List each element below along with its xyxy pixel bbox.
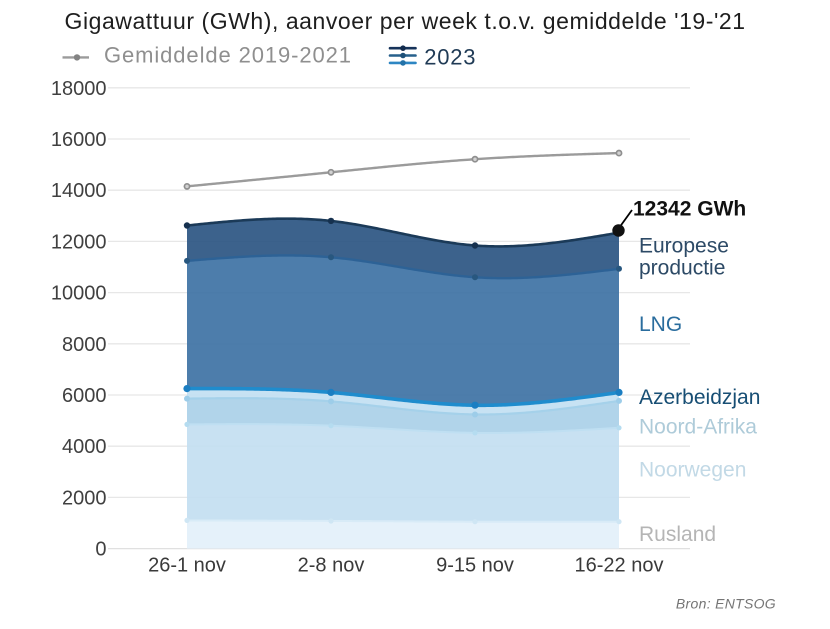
svg-text:Noorwegen: Noorwegen	[639, 459, 746, 482]
svg-text:2-8 nov: 2-8 nov	[298, 555, 365, 577]
svg-text:productie: productie	[639, 257, 725, 280]
svg-text:Gemiddelde 2019-2021: Gemiddelde 2019-2021	[104, 43, 352, 68]
svg-text:10000: 10000	[51, 283, 107, 305]
svg-text:8000: 8000	[62, 334, 107, 356]
svg-text:12342 GWh: 12342 GWh	[633, 198, 746, 221]
svg-text:Gigawattuur (GWh), aanvoer per: Gigawattuur (GWh), aanvoer per week t.o.…	[65, 8, 746, 34]
svg-text:12000: 12000	[51, 231, 107, 253]
svg-text:Europese: Europese	[639, 235, 729, 258]
svg-text:Rusland: Rusland	[639, 523, 716, 546]
svg-text:9-15 nov: 9-15 nov	[436, 555, 514, 577]
svg-text:0: 0	[95, 539, 106, 561]
svg-text:4000: 4000	[62, 436, 107, 458]
svg-text:Azerbeidzjan: Azerbeidzjan	[639, 386, 760, 409]
svg-text:2000: 2000	[62, 487, 107, 509]
svg-text:14000: 14000	[51, 180, 107, 202]
svg-text:16-22 nov: 16-22 nov	[575, 555, 664, 577]
svg-text:2023: 2023	[424, 45, 476, 70]
svg-text:26-1 nov: 26-1 nov	[148, 555, 226, 577]
svg-text:16000: 16000	[51, 129, 107, 151]
svg-text:LNG: LNG	[639, 313, 682, 336]
svg-text:Bron: ENTSOG: Bron: ENTSOG	[676, 596, 776, 612]
svg-text:18000: 18000	[51, 78, 107, 100]
svg-text:6000: 6000	[62, 385, 107, 407]
svg-text:Noord-Afrika: Noord-Afrika	[639, 416, 757, 439]
